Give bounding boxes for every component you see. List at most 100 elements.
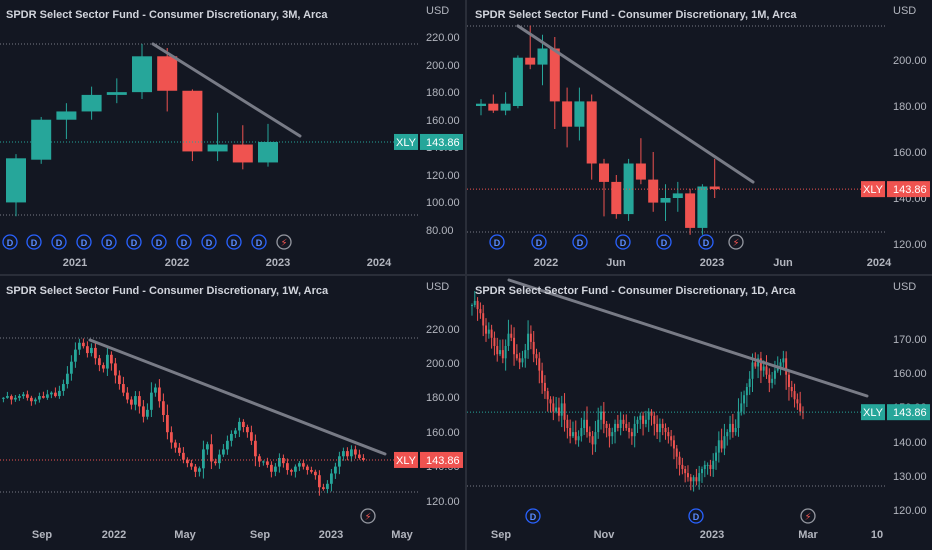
candle-body (685, 193, 696, 228)
candle-body (740, 403, 743, 412)
y-tick-label: 140.00 (893, 437, 927, 449)
currency-label: USD (426, 5, 449, 17)
symbol-label: XLY (396, 455, 417, 467)
chart-svg[interactable]: 120.00130.00140.00150.00160.00170.00USDS… (467, 276, 932, 550)
candle-body (479, 309, 482, 314)
candle-body (594, 432, 597, 445)
candle-body (198, 468, 201, 472)
candle-body (605, 423, 608, 428)
x-tick-label: 10 (871, 529, 883, 541)
candle-body (537, 48, 548, 65)
dividend-event-icon (201, 234, 217, 250)
candle-body (504, 346, 507, 359)
dividend-event-icon (572, 234, 588, 250)
candle-body (114, 363, 117, 376)
candle-body (194, 466, 197, 472)
dividend-event-label: D (106, 238, 113, 248)
candle-body (214, 461, 217, 464)
x-tick-label: Nov (594, 529, 616, 541)
candle-body (50, 392, 53, 395)
x-tick-label: 2023 (700, 529, 724, 541)
dividend-event-label: D (577, 238, 584, 248)
candle-body (591, 436, 594, 445)
dividend-event-label: D (7, 238, 14, 248)
candle-body (158, 387, 161, 402)
candle-body (731, 423, 734, 433)
candle-body (314, 471, 317, 476)
candle-body (354, 449, 357, 455)
chart-panel-3m[interactable]: 80.00100.00120.00140.00160.00180.00200.0… (0, 0, 465, 274)
dividend-event-icon (176, 234, 192, 250)
candle-body (334, 466, 337, 474)
dividend-event-icon (226, 234, 242, 250)
candle-body (709, 186, 720, 190)
candle-body (38, 396, 41, 400)
candle-body (703, 464, 706, 469)
candle-body (566, 419, 569, 428)
dividend-event-icon (525, 508, 541, 524)
candle-body (524, 350, 527, 359)
dividend-event-label: D (206, 238, 213, 248)
candle-body (717, 440, 720, 453)
candle-body (82, 342, 85, 347)
chart-panel-1m[interactable]: 120.00 140.00 160.00 180.00 200.00 USD 2022 Jun… (467, 0, 932, 274)
candle-body (471, 305, 473, 306)
candle-body (182, 90, 203, 152)
candle-body (190, 463, 193, 467)
candle-body (226, 440, 229, 450)
candle-body (630, 432, 633, 437)
x-tick-label: Sep (32, 529, 52, 541)
dividend-event-icon (656, 234, 672, 250)
y-tick-label: 160.00 (426, 427, 460, 439)
chart-panel-1d[interactable]: 120.00130.00140.00150.00160.00170.00USDS… (467, 276, 932, 550)
candle-body (549, 48, 560, 102)
split-event-icon (276, 234, 292, 250)
candle-body (532, 341, 535, 355)
y-tick-label: 120.00 (426, 496, 460, 508)
candle-body (138, 396, 141, 407)
candle-body (787, 374, 790, 387)
trendline (507, 278, 869, 398)
candle-body (246, 427, 249, 433)
candle-body (62, 384, 65, 391)
candle-body (695, 477, 698, 482)
symbol-badge (861, 181, 885, 198)
x-tick-label: 2024 (867, 257, 892, 269)
candle-body (358, 454, 361, 458)
candle-body (515, 354, 518, 359)
split-event-glyph: ⚡ (364, 512, 371, 523)
currency-label: USD (426, 281, 449, 293)
candle-body (600, 411, 602, 420)
dividend-event-label: D (231, 238, 238, 248)
candle-body (482, 313, 485, 326)
candle-body (541, 370, 544, 383)
chart-svg[interactable]: 80.00100.00120.00140.00160.00180.00200.0… (0, 0, 465, 274)
split-event-icon (728, 234, 744, 250)
x-tick-label: 2023 (700, 257, 724, 269)
candle-body (106, 354, 109, 369)
candle-body (31, 119, 52, 160)
candle-body (706, 464, 709, 466)
candle-body (686, 473, 689, 478)
dividend-event-label: D (703, 238, 710, 248)
candle-body (562, 101, 573, 127)
candle-body (6, 396, 9, 398)
candle-body (571, 432, 574, 437)
candle-body (510, 333, 513, 338)
candle-body (653, 415, 656, 424)
y-tick-label: 200.00 (426, 60, 460, 72)
candle-body (476, 300, 479, 310)
chart-svg[interactable]: 120.00140.00160.00180.00200.00220.00USDS… (0, 276, 465, 550)
candle-body (602, 411, 605, 424)
x-tick-label: Jun (606, 257, 626, 269)
candle-body (66, 373, 69, 385)
candle-body (672, 440, 675, 449)
chart-panel-1w[interactable]: 120.00140.00160.00180.00200.00220.00USDS… (0, 276, 465, 550)
x-tick-label: 2022 (534, 257, 558, 269)
candle-body (574, 432, 577, 441)
candle-body (543, 382, 546, 392)
dividend-event-icon (688, 508, 704, 524)
candle-body (658, 423, 661, 433)
candle-body (745, 387, 748, 396)
